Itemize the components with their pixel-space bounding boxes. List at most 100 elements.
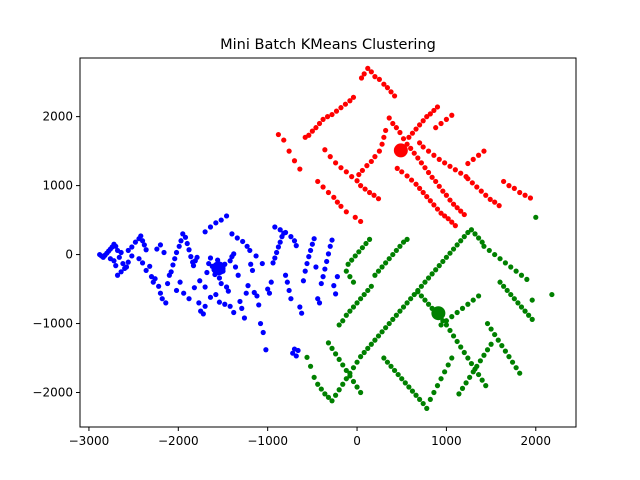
cluster-0-point-110	[300, 278, 307, 284]
cluster-1-point-99	[368, 158, 374, 165]
cluster-2-point-25	[393, 312, 399, 318]
cluster-2-point-168	[354, 384, 360, 390]
cluster-1-point-134	[475, 152, 482, 158]
cluster-2-point-79	[450, 333, 457, 339]
cluster-0-point-156	[213, 220, 219, 226]
cluster-1-point-81	[469, 180, 475, 186]
cluster-1-point-37	[366, 189, 373, 196]
y-axis: −2000 −1000 0 1000 2000	[32, 110, 80, 400]
cluster-2-point-71	[479, 377, 485, 383]
cluster-2-point-98	[513, 365, 519, 371]
cluster-1-point-20	[309, 128, 315, 134]
cluster-2-point-74	[468, 360, 475, 367]
cluster-2-point-89	[415, 289, 421, 295]
cluster-2-point-97	[509, 359, 516, 365]
cluster-0-point-130	[177, 279, 183, 285]
cluster-2-point-70	[483, 383, 489, 389]
cluster-2-point-60	[447, 250, 453, 256]
cluster-1-point-9	[391, 93, 398, 99]
cluster-2-point-17	[365, 345, 371, 351]
cluster-1-point-54	[424, 114, 430, 120]
cluster-2-point-67	[472, 231, 478, 237]
cluster-0-point-122	[322, 266, 328, 272]
cluster-2-point-110	[497, 279, 503, 285]
cluster-2-point-172	[379, 264, 385, 270]
cluster-2-point-132	[475, 293, 482, 299]
cluster-1-points	[275, 65, 534, 229]
cluster-0-point-162	[244, 243, 250, 249]
cluster-2-point-170	[372, 272, 378, 278]
cluster-0-point-42	[173, 249, 180, 256]
cluster-0-point-109	[299, 310, 305, 316]
cluster-1-point-44	[334, 199, 340, 205]
cluster-1-point-84	[483, 192, 489, 198]
cluster-1-point-70	[429, 174, 435, 180]
cluster-0-point-121	[320, 274, 326, 280]
cluster-1-point-41	[358, 218, 364, 225]
cluster-0-point-70	[223, 284, 230, 290]
cluster-2-point-21	[379, 329, 385, 335]
cluster-0-point-137	[207, 294, 214, 300]
cluster-2-point-18	[368, 341, 374, 347]
cluster-2-point-87	[422, 297, 428, 303]
cluster-0-point-80	[243, 290, 249, 296]
cluster-0-point-154	[202, 229, 208, 235]
cluster-2-point-154	[431, 389, 437, 396]
cluster-2-point-135	[459, 305, 466, 311]
cluster-2-point-153	[427, 396, 433, 403]
cluster-1-point-67	[418, 160, 424, 166]
chart-title: Mini Batch KMeans Clustering	[220, 37, 436, 53]
cluster-0-point-141	[227, 303, 233, 309]
cluster-2-point-15	[358, 354, 364, 360]
cluster-0-point-57	[202, 303, 208, 309]
cluster-1-point-40	[352, 214, 358, 220]
cluster-2-point-54	[425, 275, 432, 281]
cluster-1-point-28	[322, 147, 328, 153]
cluster-1-point-128	[463, 174, 469, 180]
cluster-1-point-47	[320, 184, 326, 190]
cluster-0-centroid	[211, 261, 226, 276]
cluster-1-point-86	[492, 199, 498, 205]
cluster-2-point-62	[454, 242, 460, 248]
cluster-0-point-120	[318, 280, 324, 287]
cluster-2-point-81	[443, 322, 450, 328]
cluster-2-point-91	[488, 326, 494, 332]
cluster-2-point-114	[511, 296, 517, 302]
cluster-2-point-179	[404, 236, 410, 242]
cluster-2-point-123	[524, 276, 530, 282]
cluster-2-point-129	[492, 251, 498, 258]
cluster-2-point-119	[529, 316, 535, 322]
cluster-2-point-48	[347, 274, 353, 280]
cluster-0-point-22	[138, 233, 144, 239]
cluster-2-point-39	[368, 283, 374, 289]
points-layer	[97, 65, 555, 411]
cluster-2-point-177	[397, 243, 403, 249]
cluster-1-point-115	[442, 213, 448, 219]
cluster-0-point-166	[288, 234, 294, 240]
cluster-0-point-113	[306, 254, 312, 260]
cluster-2-point-33	[347, 308, 353, 314]
cluster-2-point-29	[408, 296, 414, 302]
cluster-1-point-90	[511, 185, 517, 191]
cluster-2-point-26	[397, 308, 403, 314]
cluster-2-point-93	[495, 337, 501, 343]
cluster-1-point-34	[354, 178, 360, 184]
cluster-2-point-138	[443, 318, 450, 324]
cluster-0-point-127	[331, 283, 337, 289]
cluster-2-point-171	[375, 268, 382, 274]
cluster-2-point-101	[484, 347, 491, 353]
cluster-2-point-20	[375, 333, 382, 339]
cluster-0-point-32	[152, 276, 158, 282]
cluster-2-point-161	[329, 345, 335, 351]
cluster-1-point-72	[436, 183, 442, 189]
cluster-1-point-68	[422, 165, 428, 171]
cluster-2-point-173	[383, 260, 389, 266]
cluster-2-point-141	[384, 359, 391, 365]
cluster-0-point-118	[315, 296, 321, 302]
cluster-2-point-9	[336, 387, 342, 393]
cluster-1-point-118	[452, 223, 458, 229]
cluster-1-point-104	[399, 169, 405, 175]
cluster-1-point-39	[375, 196, 382, 202]
cluster-0-point-16	[120, 260, 126, 267]
cluster-0-point-49	[188, 254, 194, 260]
